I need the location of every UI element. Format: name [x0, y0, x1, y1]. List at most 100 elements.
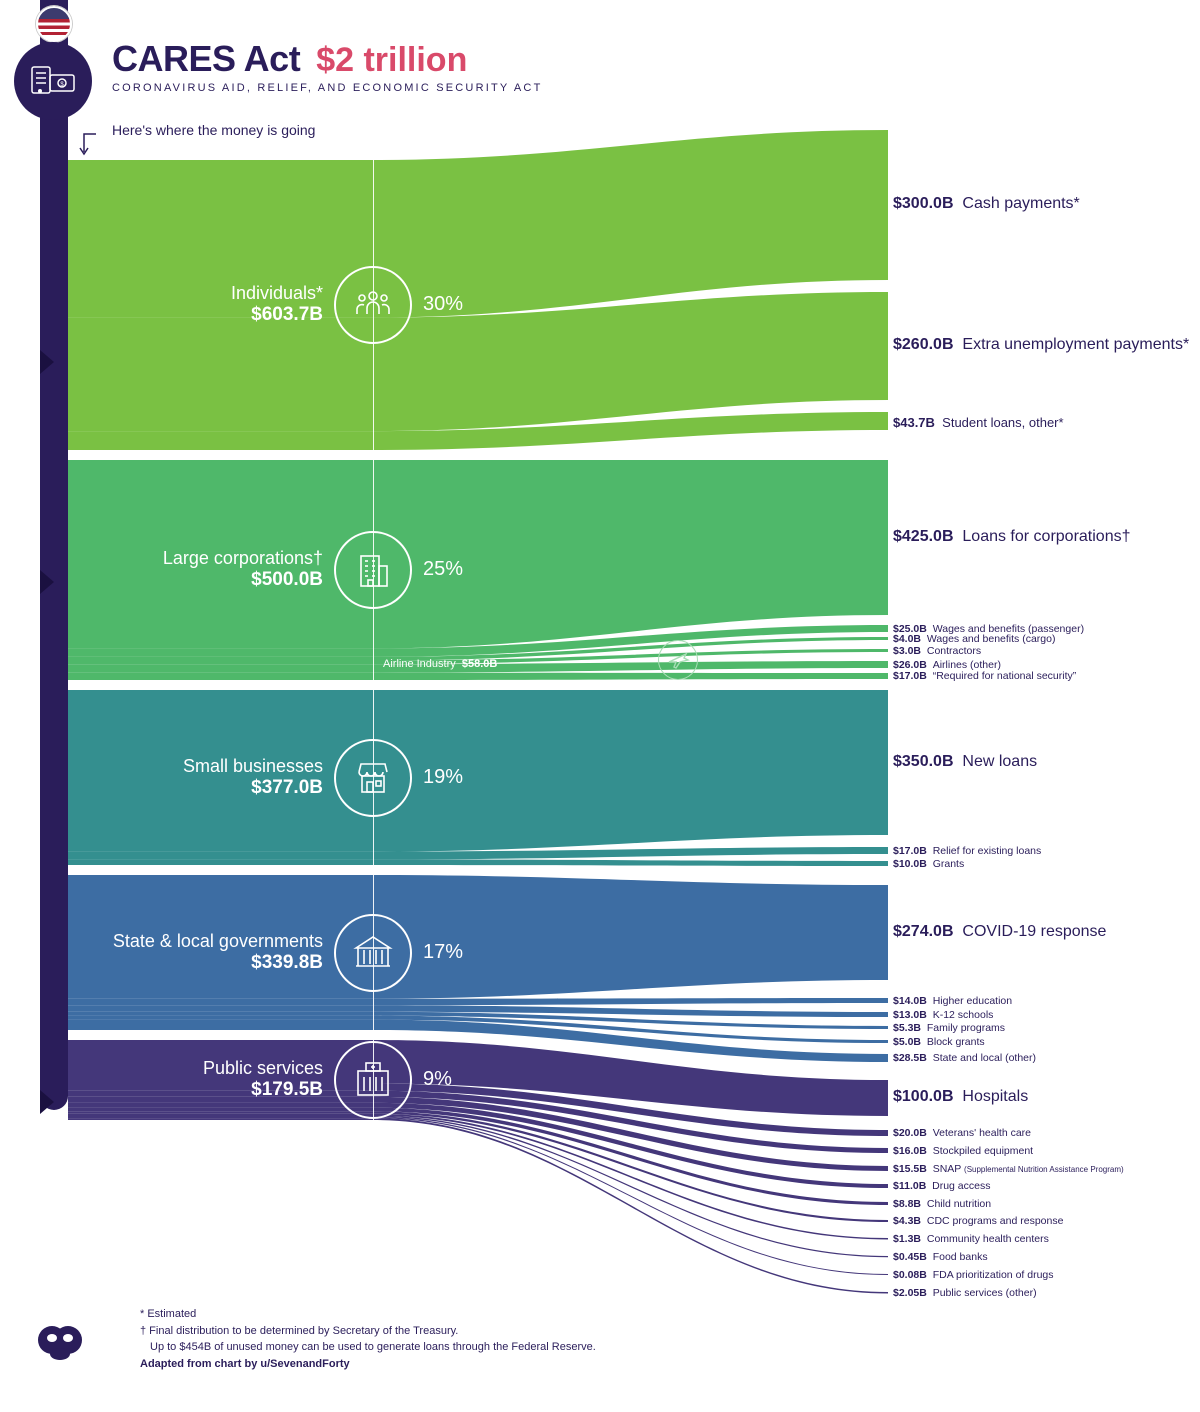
footnotes: * Estimated † Final distribution to be d… — [140, 1306, 596, 1372]
allocation-label: $13.0B K-12 schools — [893, 1009, 993, 1021]
category-amount: $339.8B — [88, 952, 323, 974]
allocation-name: New loans — [962, 753, 1037, 770]
allocation-amount: $10.0B — [893, 858, 927, 870]
allocation-amount: $17.0B — [893, 670, 927, 682]
category-amount: $377.0B — [88, 777, 323, 799]
allocation-name: SNAP — [933, 1163, 961, 1175]
allocation-label: $17.0B Relief for existing loans — [893, 845, 1041, 857]
allocation-amount: $14.0B — [893, 995, 927, 1007]
category-amount: $500.0B — [88, 569, 323, 591]
allocation-name: Loans for corporations† — [962, 528, 1130, 545]
allocation-sublabel: (Supplemental Nutrition Assistance Progr… — [964, 1165, 1124, 1174]
header: CARES Act $2 trillion CORONAVIRUS AID, R… — [112, 38, 542, 94]
allocation-label: $350.0B New loans — [893, 753, 1037, 771]
allocation-label: $4.3B CDC programs and response — [893, 1215, 1063, 1227]
allocation-amount: $28.5B — [893, 1052, 927, 1064]
allocation-name: Airlines (other) — [933, 659, 1001, 671]
allocation-name: Stockpiled equipment — [933, 1145, 1033, 1157]
allocation-label: $17.0B “Required for national security” — [893, 670, 1076, 682]
allocation-name: Extra unemployment payments* — [962, 336, 1189, 353]
allocation-name: Contractors — [927, 645, 981, 657]
allocation-amount: $350.0B — [893, 753, 954, 770]
allocation-label: $4.0B Wages and benefits (cargo) — [893, 633, 1055, 645]
footnote-line: * Estimated — [140, 1306, 596, 1323]
page-title: CARES Act — [112, 38, 300, 80]
category-name: State & local governments — [88, 931, 323, 952]
allocation-amount: $3.0B — [893, 645, 921, 657]
allocation-amount: $0.45B — [893, 1251, 927, 1263]
allocation-name: COVID-19 response — [962, 923, 1106, 940]
allocation-name: Drug access — [932, 1180, 990, 1192]
category-name: Individuals* — [88, 283, 323, 304]
allocation-name: Family programs — [927, 1022, 1005, 1034]
footnote-line: Up to $454B of unused money can be used … — [140, 1339, 596, 1356]
allocation-amount: $2.05B — [893, 1287, 927, 1299]
allocation-name: Student loans, other* — [942, 415, 1063, 430]
allocation-amount: $100.0B — [893, 1088, 954, 1105]
allocation-label: $43.7B Student loans, other* — [893, 415, 1064, 430]
public-icon — [334, 1041, 412, 1119]
individuals-icon — [334, 266, 412, 344]
corps-icon — [334, 531, 412, 609]
allocation-label: $28.5B State and local (other) — [893, 1052, 1036, 1064]
allocation-amount: $43.7B — [893, 415, 935, 430]
allocation-amount: $0.08B — [893, 1269, 927, 1281]
allocation-label: $0.08B FDA prioritization of drugs — [893, 1269, 1054, 1281]
category-amount: $603.7B — [88, 304, 323, 326]
spine-notch — [40, 350, 54, 374]
allocation-label: $11.0B Drug access — [893, 1180, 990, 1192]
allocation-name: Food banks — [933, 1251, 988, 1263]
allocation-name: Block grants — [927, 1036, 985, 1048]
allocation-amount: $1.3B — [893, 1233, 921, 1245]
category-label: Public services$179.5B — [88, 1058, 323, 1101]
spine-notch — [40, 1090, 54, 1114]
allocation-amount: $8.8B — [893, 1198, 921, 1210]
allocation-label: $1.3B Community health centers — [893, 1233, 1049, 1245]
category-percent: 17% — [423, 941, 463, 964]
allocation-name: Public services (other) — [933, 1287, 1037, 1299]
allocation-label: $5.0B Block grants — [893, 1036, 985, 1048]
allocation-name: Hospitals — [962, 1088, 1028, 1105]
allocation-name: Veterans' health care — [933, 1127, 1031, 1139]
category-name: Small businesses — [88, 756, 323, 777]
allocation-amount: $26.0B — [893, 659, 927, 671]
allocation-name: State and local (other) — [933, 1052, 1036, 1064]
allocation-label: $10.0B Grants — [893, 858, 964, 870]
category-amount: $179.5B — [88, 1079, 323, 1101]
category-name: Public services — [88, 1058, 323, 1079]
airline-industry-label: Airline Industry $58.0B — [383, 658, 497, 670]
allocation-label: $260.0B Extra unemployment payments* — [893, 336, 1189, 354]
category-percent: 25% — [423, 558, 463, 581]
page-subtitle: CORONAVIRUS AID, RELIEF, AND ECONOMIC SE… — [112, 82, 542, 94]
allocation-label: $2.05B Public services (other) — [893, 1287, 1037, 1299]
allocation-amount: $15.5B — [893, 1163, 927, 1175]
allocation-amount: $20.0B — [893, 1127, 927, 1139]
allocation-amount: $4.3B — [893, 1215, 921, 1227]
allocation-name: Community health centers — [927, 1233, 1049, 1245]
category-label: Large corporations†$500.0B — [88, 548, 323, 591]
allocation-name: Cash payments* — [962, 195, 1079, 212]
infographic-page: $ CARES Act $2 trillion CORONAVIRUS AID,… — [0, 0, 1200, 1412]
allocation-amount: $4.0B — [893, 633, 921, 645]
allocation-label: $20.0B Veterans' health care — [893, 1127, 1031, 1139]
total-amount: $2 trillion — [316, 41, 467, 80]
allocation-name: Grants — [933, 858, 965, 870]
allocation-label: $26.0B Airlines (other) — [893, 659, 1001, 671]
allocation-label: $100.0B Hospitals — [893, 1088, 1028, 1106]
allocation-name: K-12 schools — [933, 1009, 994, 1021]
allocation-amount: $300.0B — [893, 195, 954, 212]
category-percent: 9% — [423, 1068, 452, 1091]
allocation-label: $5.3B Family programs — [893, 1022, 1005, 1034]
allocation-amount: $11.0B — [893, 1180, 926, 1192]
spine-notch — [40, 570, 54, 594]
category-name: Large corporations† — [88, 548, 323, 569]
allocation-name: CDC programs and response — [927, 1215, 1064, 1227]
allocation-label: $15.5B SNAP (Supplemental Nutrition Assi… — [893, 1163, 1124, 1175]
category-percent: 30% — [423, 293, 463, 316]
sankey-diagram: Individuals*$603.7B 30% Large corporations… — [68, 100, 1168, 1180]
credit-line: Adapted from chart by u/SevenandForty — [140, 1356, 596, 1373]
allocation-name: Higher education — [933, 995, 1012, 1007]
airplane-icon — [658, 640, 698, 680]
source-logo-icon — [36, 1324, 84, 1362]
allocation-amount: $5.0B — [893, 1036, 921, 1048]
